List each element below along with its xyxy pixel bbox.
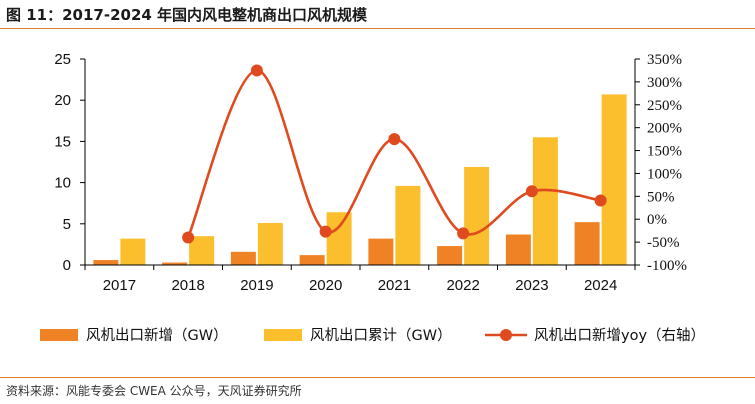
bar-cumulative-2023 (532, 137, 558, 265)
legend-swatch-cumulative (264, 329, 302, 341)
right-tick-label: -100% (647, 258, 687, 274)
yoy-point-2024 (594, 194, 607, 207)
right-tick-label: 100% (647, 166, 682, 182)
bar-cumulative-2018 (189, 236, 215, 265)
right-tick-label: 0% (647, 212, 667, 228)
left-tick-label: 5 (63, 216, 71, 233)
right-tick-label: 350% (647, 52, 682, 68)
right-tick-label: -50% (647, 235, 680, 251)
bar-cumulative-2019 (257, 222, 283, 265)
bar-cumulative-2024 (601, 94, 627, 265)
source-rule (0, 377, 755, 378)
source-note: 资料来源：风能专委会 CWEA 公众号，天风证券研究所 (6, 384, 302, 398)
bar-new-2020 (299, 255, 325, 265)
bar-new-2019 (230, 251, 256, 265)
title-rule (0, 28, 755, 29)
left-tick-label: 0 (63, 257, 71, 274)
bar-cumulative-2017 (120, 238, 146, 265)
legend-label-yoy: 风机出口新增yoy（右轴） (534, 327, 705, 344)
left-tick-label: 15 (54, 133, 71, 150)
right-tick-label: 50% (647, 189, 675, 205)
yoy-line-series (182, 64, 607, 244)
bar-new-2017 (93, 260, 119, 265)
x-tick-label: 2024 (584, 277, 617, 294)
yoy-point-2023 (525, 185, 538, 198)
right-tick-label: 200% (647, 121, 682, 137)
x-tick-label: 2023 (515, 277, 548, 294)
bar-new-2021 (368, 238, 394, 265)
yoy-point-2018 (182, 231, 195, 244)
yoy-point-2019 (250, 64, 263, 77)
bar-new-2022 (437, 246, 463, 265)
left-tick-label: 25 (54, 51, 71, 68)
legend: 风机出口新增（GW） 风机出口累计（GW） 风机出口新增yoy（右轴） (40, 327, 705, 344)
x-tick-label: 2022 (446, 277, 479, 294)
left-tick-label: 20 (54, 92, 71, 109)
bar-cumulative-2021 (395, 185, 421, 265)
legend-label-cumulative: 风机出口累计（GW） (310, 327, 452, 344)
bar-new-2018 (162, 262, 188, 265)
yoy-point-2022 (457, 227, 470, 240)
bars-new-series (93, 222, 600, 265)
legend-swatch-new (40, 329, 78, 341)
bar-new-2023 (505, 234, 531, 265)
figure-title: 图 11：2017-2024 年国内风电整机商出口风机规模 (6, 6, 368, 24)
x-tick-label: 2018 (171, 277, 204, 294)
yoy-point-2020 (319, 225, 332, 238)
x-tick-label: 2017 (103, 277, 136, 294)
bar-new-2024 (574, 222, 600, 265)
x-tick-label: 2020 (309, 277, 342, 294)
left-tick-label: 10 (54, 175, 71, 192)
legend-label-new: 风机出口新增（GW） (86, 327, 228, 344)
bar-cumulative-2022 (464, 166, 490, 265)
x-tick-label: 2019 (240, 277, 273, 294)
bars-cumulative-series (120, 94, 627, 265)
bar-cumulative-2020 (326, 212, 352, 265)
axes: 0 5 10 15 20 25 -100% -50% 0% 50% 100% 150% 200% 250%… (54, 51, 687, 294)
right-tick-label: 300% (647, 75, 682, 91)
right-tick-label: 150% (647, 144, 682, 160)
right-tick-label: 250% (647, 98, 682, 114)
x-tick-label: 2021 (378, 277, 411, 294)
yoy-point-2021 (388, 133, 401, 146)
legend-swatch-yoy-marker (500, 329, 512, 341)
